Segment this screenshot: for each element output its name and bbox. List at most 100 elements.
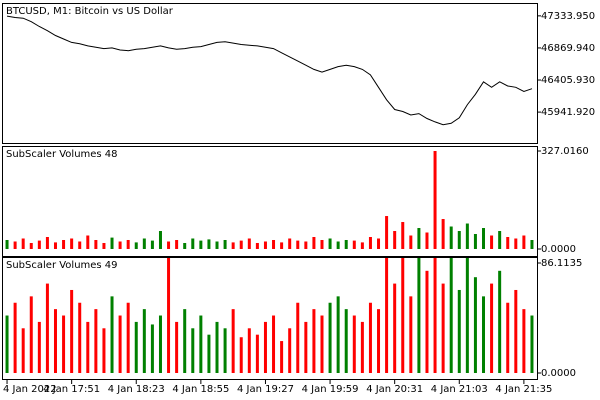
- volume-bar: [425, 232, 429, 249]
- volume-bar: [94, 239, 98, 249]
- price-line: [6, 15, 533, 126]
- volume-bar: [150, 324, 154, 374]
- volume-bar: [457, 289, 461, 374]
- volume-bar: [417, 228, 421, 249]
- volume-bar: [272, 239, 276, 249]
- volume-bar: [409, 296, 413, 374]
- pane-plot: [5, 151, 534, 249]
- volume-bar: [296, 240, 300, 249]
- volume-bar: [482, 296, 486, 374]
- pane-title: BTCUSD, M1: Bitcoin vs US Dollar: [6, 6, 174, 17]
- volume-bar: [45, 237, 49, 249]
- volume-bar: [441, 283, 445, 374]
- volume-bar: [183, 242, 187, 249]
- volume-bar: [175, 321, 179, 374]
- volume-bar: [360, 321, 364, 374]
- volume-bar: [150, 240, 154, 249]
- volume-bar: [70, 238, 74, 249]
- volume-bar: [320, 315, 324, 374]
- y-tick-label: 327.0160: [541, 146, 589, 157]
- volume-bar: [255, 334, 259, 374]
- volume-bar: [126, 239, 130, 249]
- volume-bar: [78, 241, 82, 249]
- pane-frame: [2, 257, 538, 380]
- volume-bar: [530, 315, 534, 374]
- volume-bar: [247, 328, 251, 374]
- volume-bar: [142, 309, 146, 374]
- volume-bar: [53, 242, 57, 249]
- volume-bar: [514, 238, 518, 249]
- volume-bar: [191, 328, 195, 374]
- volume-bar: [280, 242, 284, 249]
- pane-title: SubScaler Volumes 49: [6, 260, 118, 271]
- y-tick-label: 0.0000: [541, 368, 576, 379]
- volume-bar: [393, 283, 397, 374]
- volume-bar: [401, 258, 405, 374]
- volume-bar: [13, 302, 17, 374]
- volume-bar: [288, 328, 292, 374]
- volume-bar: [29, 242, 33, 249]
- volume-bar: [158, 315, 162, 374]
- volume-bar: [110, 296, 114, 374]
- volume-bar: [199, 315, 203, 374]
- volume-bar: [312, 237, 316, 249]
- volume-bar: [385, 258, 389, 374]
- y-tick-label: 46405.930: [541, 75, 595, 86]
- volume-bar: [21, 328, 25, 374]
- volume-bar: [393, 231, 397, 249]
- volume-bar: [126, 302, 130, 374]
- x-tick-label: 4 Jan 18:55: [172, 384, 229, 395]
- volume-bar: [247, 238, 251, 249]
- volume-bar: [231, 242, 235, 249]
- volume-bar: [37, 321, 41, 374]
- volume-bar: [255, 242, 259, 249]
- volume-bar: [385, 216, 389, 249]
- volume-bar: [522, 235, 526, 249]
- volume-bar: [239, 240, 243, 249]
- volume-bar: [78, 302, 82, 374]
- volume-bar: [183, 309, 187, 374]
- volume-bar: [199, 240, 203, 249]
- volume-bar: [142, 238, 146, 249]
- volume-bar: [498, 231, 502, 249]
- x-tick-label: 4 Jan 18:23: [108, 384, 165, 395]
- x-tick-label: 4 Jan 21:03: [431, 384, 488, 395]
- volume-bar: [53, 309, 57, 374]
- volume-bar: [86, 321, 90, 374]
- x-tick-label: 4 Jan 21:35: [495, 384, 552, 395]
- volume-bar: [102, 328, 106, 374]
- volume-bar: [417, 258, 421, 374]
- volume-bar: [449, 226, 453, 249]
- volume-bar: [118, 241, 122, 249]
- volume-bar: [62, 239, 66, 249]
- volume-bar: [231, 309, 235, 374]
- volume-bar: [37, 240, 41, 249]
- volume-bar: [457, 231, 461, 249]
- y-tick-label: 86.1135: [541, 258, 582, 269]
- volume-bar: [530, 239, 534, 249]
- volume-bar: [368, 237, 372, 249]
- volume-bar: [409, 235, 413, 249]
- volume-bar: [239, 337, 243, 374]
- volume-bar: [207, 334, 211, 374]
- volume-bar: [272, 315, 276, 374]
- volume-bar: [433, 151, 437, 249]
- volume-bar: [223, 328, 227, 374]
- volume-bar: [377, 238, 381, 249]
- volume-bar: [328, 238, 332, 249]
- volume-bar: [506, 302, 510, 374]
- volume-bar: [296, 302, 300, 374]
- volume-bar: [490, 283, 494, 374]
- volume-bar: [5, 315, 9, 374]
- volume-bar: [441, 219, 445, 249]
- volume-bar: [473, 234, 477, 249]
- pane-title: SubScaler Volumes 48: [6, 149, 118, 160]
- volume-bar: [304, 241, 308, 249]
- volume-bar: [498, 270, 502, 374]
- volume-bar: [62, 315, 66, 374]
- volume-bar: [118, 315, 122, 374]
- volume-bar: [433, 258, 437, 374]
- volume-bar: [215, 241, 219, 249]
- volume-bar: [158, 231, 162, 249]
